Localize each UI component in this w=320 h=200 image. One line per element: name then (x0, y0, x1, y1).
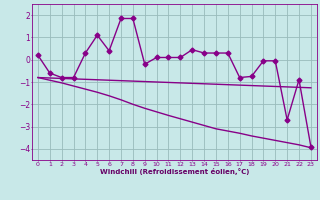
X-axis label: Windchill (Refroidissement éolien,°C): Windchill (Refroidissement éolien,°C) (100, 168, 249, 175)
